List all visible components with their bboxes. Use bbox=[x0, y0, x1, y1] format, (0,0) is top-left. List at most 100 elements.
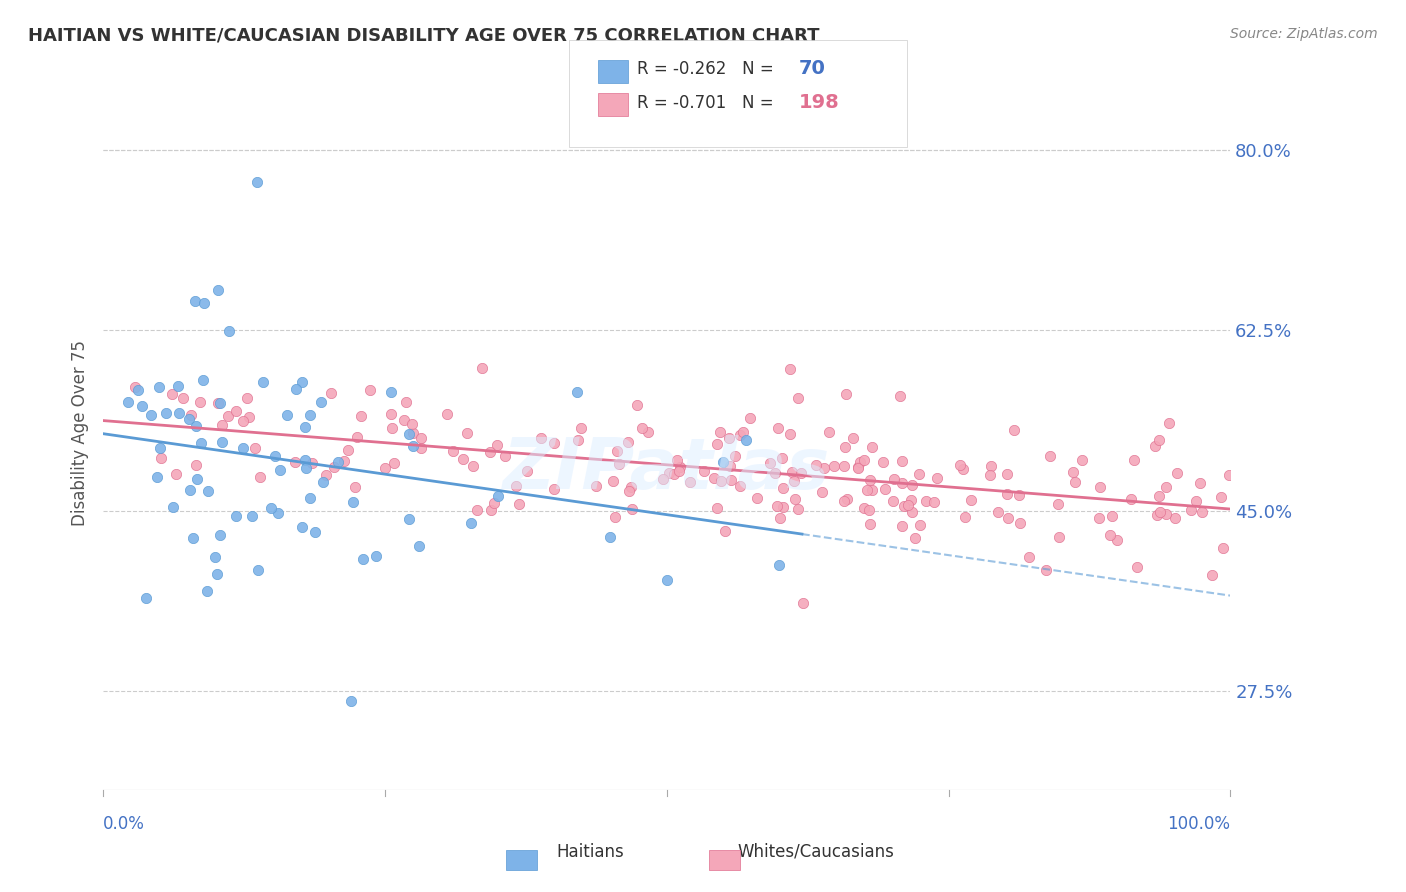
Point bbox=[266, 507, 288, 521]
Point bbox=[995, 467, 1018, 481]
Point bbox=[997, 511, 1019, 525]
Text: Haitians: Haitians bbox=[557, 843, 624, 861]
Point bbox=[1002, 423, 1025, 437]
Point bbox=[662, 467, 685, 481]
Point bbox=[402, 425, 425, 440]
Point bbox=[846, 461, 869, 475]
Point bbox=[249, 470, 271, 484]
Point bbox=[453, 452, 475, 467]
Point bbox=[834, 494, 856, 508]
Point bbox=[1039, 449, 1062, 463]
Point bbox=[350, 409, 373, 423]
Point bbox=[766, 421, 789, 435]
Point bbox=[806, 458, 828, 473]
Point bbox=[179, 411, 201, 425]
Point bbox=[901, 478, 924, 492]
Point bbox=[232, 441, 254, 455]
Point bbox=[711, 455, 734, 469]
Point bbox=[724, 449, 747, 463]
Point bbox=[543, 482, 565, 496]
Point bbox=[980, 459, 1002, 474]
Point bbox=[606, 443, 628, 458]
Point bbox=[1047, 530, 1070, 544]
Point bbox=[571, 421, 593, 435]
Point bbox=[505, 478, 527, 492]
Point bbox=[402, 439, 425, 453]
Point bbox=[207, 283, 229, 297]
Point bbox=[792, 596, 814, 610]
Point bbox=[246, 175, 269, 189]
Point bbox=[204, 549, 226, 564]
Point bbox=[747, 491, 769, 505]
Point bbox=[1047, 497, 1070, 511]
Point bbox=[772, 481, 794, 495]
Point bbox=[927, 471, 949, 485]
Y-axis label: Disability Age Over 75: Disability Age Over 75 bbox=[72, 341, 89, 526]
Point bbox=[952, 462, 974, 476]
Text: Source: ZipAtlas.com: Source: ZipAtlas.com bbox=[1230, 27, 1378, 41]
Point bbox=[285, 382, 308, 396]
Point bbox=[218, 324, 240, 338]
Point bbox=[494, 449, 516, 463]
Point bbox=[1105, 533, 1128, 548]
Point bbox=[1101, 509, 1123, 524]
Point bbox=[188, 395, 211, 409]
Point bbox=[304, 525, 326, 540]
Point bbox=[679, 475, 702, 490]
Point bbox=[619, 484, 641, 499]
Point bbox=[380, 407, 402, 421]
Point bbox=[889, 389, 911, 403]
Point bbox=[184, 419, 207, 434]
Point bbox=[190, 435, 212, 450]
Point bbox=[783, 491, 806, 506]
Point bbox=[366, 549, 388, 563]
Point bbox=[225, 403, 247, 417]
Point bbox=[1071, 453, 1094, 467]
Point bbox=[979, 467, 1001, 482]
Point bbox=[478, 444, 501, 458]
Point bbox=[1146, 508, 1168, 522]
Point bbox=[1008, 488, 1031, 502]
Point bbox=[891, 519, 914, 533]
Point bbox=[172, 392, 194, 406]
Point bbox=[294, 453, 316, 467]
Point bbox=[787, 502, 810, 516]
Point bbox=[1154, 480, 1177, 494]
Point bbox=[326, 455, 349, 469]
Point bbox=[183, 293, 205, 308]
Point bbox=[124, 379, 146, 393]
Point bbox=[637, 425, 659, 439]
Point bbox=[738, 411, 761, 425]
Text: 0.0%: 0.0% bbox=[103, 815, 145, 833]
Point bbox=[602, 474, 624, 488]
Point bbox=[217, 409, 239, 424]
Point bbox=[875, 482, 897, 496]
Point bbox=[768, 558, 790, 573]
Point bbox=[1144, 440, 1167, 454]
Point bbox=[398, 512, 420, 526]
Point bbox=[461, 459, 484, 474]
Point bbox=[343, 480, 366, 494]
Point bbox=[893, 500, 915, 514]
Text: Whites/Caucasians: Whites/Caucasians bbox=[737, 843, 894, 861]
Point bbox=[782, 465, 804, 479]
Point bbox=[668, 464, 690, 478]
Point bbox=[1062, 466, 1084, 480]
Text: ZIPatlas: ZIPatlas bbox=[503, 434, 831, 504]
Point bbox=[658, 467, 681, 481]
Point bbox=[269, 463, 291, 477]
Point bbox=[342, 495, 364, 509]
Point bbox=[714, 524, 737, 538]
Point bbox=[620, 501, 643, 516]
Point bbox=[1149, 505, 1171, 519]
Point bbox=[835, 387, 858, 401]
Point bbox=[858, 502, 880, 516]
Point bbox=[1191, 505, 1213, 519]
Point bbox=[924, 495, 946, 509]
Point bbox=[706, 436, 728, 450]
Point bbox=[891, 475, 914, 490]
Point bbox=[849, 455, 872, 469]
Point bbox=[1147, 433, 1170, 447]
Point bbox=[486, 438, 509, 452]
Point bbox=[117, 394, 139, 409]
